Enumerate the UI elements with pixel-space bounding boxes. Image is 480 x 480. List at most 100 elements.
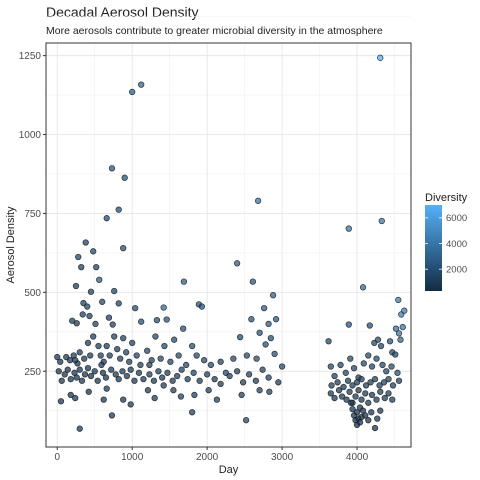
data-point (365, 399, 372, 406)
data-point (367, 379, 374, 386)
data-point (340, 383, 347, 391)
data-point (127, 401, 134, 408)
data-point (93, 263, 100, 271)
data-point (358, 375, 365, 383)
data-point (129, 88, 136, 96)
data-point (358, 396, 365, 403)
data-point (327, 363, 334, 370)
data-point (150, 377, 158, 384)
data-point (160, 304, 167, 311)
data-point (266, 388, 273, 395)
data-point (103, 385, 110, 392)
data-point (73, 374, 80, 381)
y-axis-ticks: 250 500 750 1000 1250 (19, 51, 46, 378)
data-point (108, 412, 116, 419)
data-point (368, 391, 376, 399)
data-point (188, 342, 196, 350)
data-point (377, 54, 384, 61)
x-tick-label: 2000 (196, 452, 219, 463)
data-point (188, 409, 196, 416)
data-point (151, 394, 158, 402)
data-point (278, 363, 286, 370)
data-point (249, 278, 257, 285)
data-point (64, 366, 71, 373)
data-point (386, 338, 394, 345)
data-point (362, 412, 369, 419)
data-point (205, 387, 212, 394)
data-point (395, 330, 403, 337)
data-point (81, 371, 89, 378)
data-point (366, 322, 373, 329)
data-point (115, 375, 122, 383)
data-point (103, 215, 110, 222)
data-point (395, 296, 402, 304)
data-point (97, 352, 104, 359)
data-point (144, 347, 151, 354)
data-point (217, 358, 224, 365)
data-point (191, 391, 198, 399)
data-point (183, 361, 190, 369)
data-point (328, 382, 335, 389)
data-point (380, 379, 388, 386)
data-point (242, 417, 250, 424)
data-point (327, 390, 334, 397)
data-point (109, 321, 116, 328)
data-point (337, 361, 344, 369)
data-point (217, 380, 224, 388)
legend-ticks: 2000 4000 6000 (425, 213, 467, 275)
data-point (137, 361, 144, 369)
data-point (385, 390, 392, 397)
data-point (54, 353, 61, 361)
data-point (153, 316, 161, 324)
data-point (373, 396, 380, 403)
data-point (132, 304, 139, 312)
data-point (100, 396, 107, 403)
data-point (108, 165, 116, 172)
data-point (76, 366, 83, 373)
data-point (121, 174, 128, 181)
y-tick-label: 250 (24, 367, 41, 378)
data-point (127, 366, 134, 373)
data-point (200, 357, 208, 364)
data-point (254, 197, 262, 204)
data-point (325, 338, 332, 345)
data-point (365, 417, 372, 424)
data-point (159, 374, 166, 381)
data-point (344, 377, 352, 384)
data-point (87, 372, 95, 380)
plot-panel (46, 43, 411, 447)
data-point (271, 350, 278, 358)
data-point (174, 372, 181, 380)
data-point (355, 387, 362, 394)
data-point (112, 371, 119, 378)
data-point (389, 396, 396, 403)
data-point (180, 325, 187, 332)
data-point (211, 375, 218, 383)
data-point (272, 316, 280, 323)
data-point (123, 372, 131, 380)
data-point (75, 253, 82, 261)
data-point (401, 307, 408, 314)
data-point (90, 333, 97, 340)
data-point (262, 341, 269, 348)
data-point (72, 357, 79, 364)
data-point (193, 352, 200, 359)
data-point (349, 382, 356, 389)
x-tick-label: 4000 (346, 452, 369, 463)
data-point (331, 394, 338, 402)
data-point (190, 369, 197, 376)
data-point (138, 318, 145, 325)
data-point (87, 352, 94, 359)
data-point (203, 371, 211, 378)
data-point (256, 329, 263, 336)
data-point (374, 415, 381, 422)
data-point (169, 377, 176, 384)
data-point (377, 342, 385, 350)
plot-border (45, 42, 412, 448)
legend-tick-label: 6000 (446, 213, 467, 224)
legend-tick-label: 2000 (446, 264, 467, 275)
x-tick-label: 0 (54, 452, 60, 463)
data-point (356, 419, 364, 426)
